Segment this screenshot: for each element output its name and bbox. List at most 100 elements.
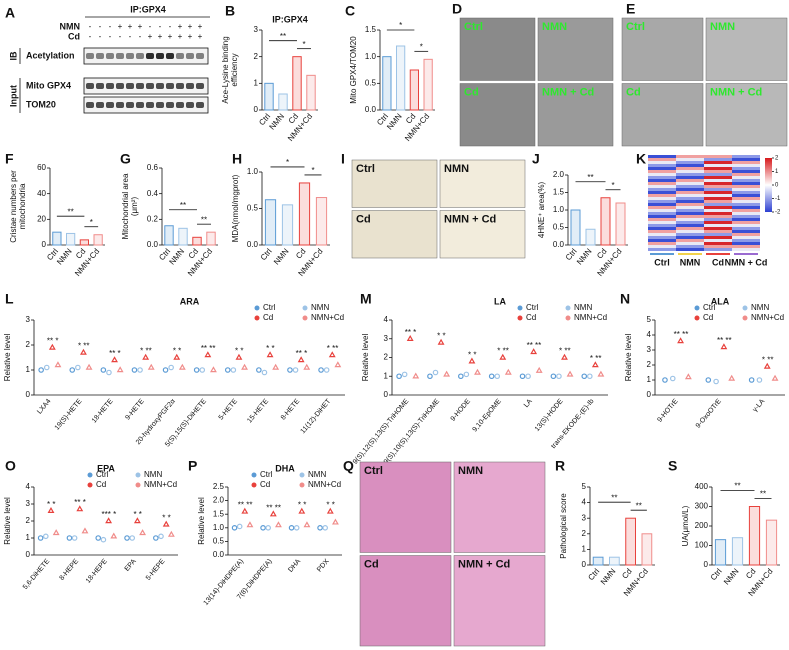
data-point [272, 363, 280, 370]
x-tick-label: 5-HEPE [145, 558, 167, 582]
heatmap-cell [732, 218, 760, 221]
legend-marker [87, 472, 93, 478]
legend-label: Ctrl [263, 303, 276, 312]
bar [306, 74, 316, 111]
data-point [124, 535, 130, 541]
heatmap-cell [676, 191, 704, 194]
data-point [566, 370, 574, 377]
blot-band [106, 53, 114, 59]
significance-label: * [611, 181, 614, 190]
bar [765, 519, 778, 566]
data-point [677, 337, 685, 344]
y-tick-label: 1 [26, 533, 31, 542]
heatmap-cell [648, 248, 676, 251]
heatmap-cell [732, 191, 760, 194]
y-tick-label: 0 [582, 560, 587, 569]
significance-label: ** * [47, 337, 59, 346]
data-point [133, 517, 141, 524]
heatmap-cell [676, 164, 704, 167]
chart-title: EPA [97, 463, 115, 473]
data-point [142, 353, 150, 360]
x-tick-label: NMN [385, 112, 404, 132]
data-point [85, 363, 93, 370]
data-point [323, 367, 330, 373]
chart-title: DHA [275, 463, 295, 473]
significance-label: ** ** [674, 330, 689, 339]
y-tick-label: 5 [647, 315, 652, 324]
significance-label: ** * [109, 349, 121, 358]
micrograph-label: NMN [542, 21, 567, 33]
condition-sign: - [119, 32, 122, 41]
heatmap-cell [732, 164, 760, 167]
input-label: Input [8, 85, 18, 107]
blot-band [126, 102, 134, 108]
blot-band [136, 102, 144, 108]
heatmap-cell [676, 218, 704, 221]
data-point [168, 364, 174, 371]
heatmap-cell [704, 155, 732, 158]
y-axis-label: (μm²) [130, 197, 139, 217]
data-point [116, 366, 124, 373]
heatmap-cell [704, 158, 732, 161]
significance-label: * * [47, 500, 55, 509]
heatmap-cell [648, 155, 676, 158]
data-point [597, 370, 605, 377]
heatmap-cell [732, 158, 760, 161]
data-point [37, 535, 44, 541]
condition-sign: + [178, 22, 183, 31]
heatmap-cell [648, 227, 676, 230]
panel-letter: J [532, 151, 540, 167]
bar [641, 533, 653, 566]
condition-sign: - [109, 22, 112, 31]
heatmap-cell [676, 233, 704, 236]
heatmap-cell [648, 182, 676, 185]
x-tick-label: 9-HOTrE [656, 398, 679, 424]
data-point [52, 529, 60, 536]
data-point [246, 521, 254, 528]
legend-marker [694, 315, 700, 321]
data-point [298, 507, 306, 514]
heatmap-cell [648, 185, 676, 188]
micrograph [359, 461, 452, 553]
heatmap-cell [704, 239, 732, 242]
data-point [231, 524, 238, 531]
data-point [728, 374, 736, 381]
legend-label: NMN+Cd [574, 313, 607, 322]
heatmap-cell [704, 221, 732, 224]
heatmap-cell [676, 197, 704, 200]
y-axis-label: mitochondria [18, 183, 27, 229]
significance-label: * ** [590, 354, 602, 363]
data-point [47, 506, 55, 513]
condition-sign: - [99, 22, 102, 31]
panel-letter: C [345, 3, 355, 19]
panel-letter: H [232, 151, 242, 167]
panel-letter: Q [343, 458, 354, 474]
heatmap-cell [648, 164, 676, 167]
panel-letter: N [620, 291, 630, 307]
legend-marker [87, 482, 93, 488]
blot-band [96, 83, 104, 89]
heatmap-cell [704, 218, 732, 221]
data-point [525, 373, 531, 380]
data-point [265, 524, 271, 531]
heatmap-cell [704, 203, 732, 206]
significance-label: * [302, 40, 305, 49]
significance-label: ** * [405, 328, 417, 337]
heatmap-cell [676, 212, 704, 215]
blot-band [156, 83, 164, 89]
data-point [705, 377, 712, 383]
y-tick-label: 1 [254, 78, 259, 87]
heatmap-cell [648, 218, 676, 221]
heatmap-cell [676, 248, 704, 251]
micrograph-label: NMN [458, 465, 483, 477]
data-point [173, 353, 181, 360]
significance-label: * * [437, 332, 445, 341]
data-point [241, 363, 248, 370]
data-point [463, 371, 470, 378]
heatmap-cell [732, 185, 760, 188]
chart-title: ARA [180, 296, 200, 306]
heatmap-cell [676, 194, 704, 197]
heatmap-cell [732, 212, 760, 215]
colorbar-tick-label: 0 [775, 183, 779, 189]
